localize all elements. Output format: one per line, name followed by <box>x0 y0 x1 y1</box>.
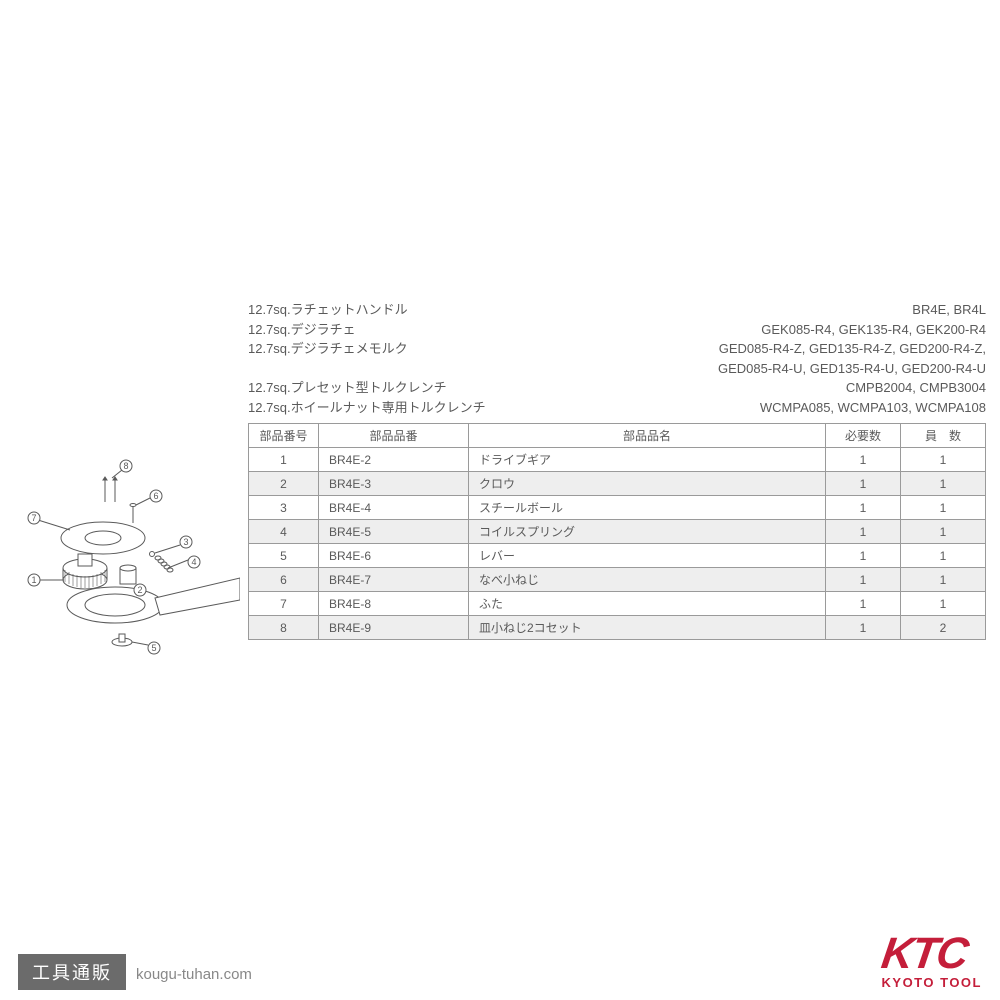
part-number: 3 <box>249 496 319 520</box>
required-qty: 1 <box>826 616 901 640</box>
part-name: なべ小ねじ <box>469 568 826 592</box>
page-footer: 工具通販 kougu-tuhan.com KTC KYOTO TOOL <box>0 930 1000 1000</box>
product-models: GED085-R4-U, GED135-R4-U, GED200-R4-U <box>718 359 986 379</box>
table-row: 1BR4E-2ドライブギア11 <box>249 448 986 472</box>
product-models: CMPB2004, CMPB3004 <box>846 378 986 398</box>
table-row: 4BR4E-5コイルスプリング11 <box>249 520 986 544</box>
table-row: 8BR4E-9皿小ねじ2コセット12 <box>249 616 986 640</box>
svg-text:5: 5 <box>151 643 156 653</box>
product-type-label: 12.7sq.ラチェットハンドル <box>248 300 408 320</box>
required-qty: 1 <box>826 496 901 520</box>
part-number: 7 <box>249 592 319 616</box>
part-code: BR4E-7 <box>319 568 469 592</box>
part-code: BR4E-9 <box>319 616 469 640</box>
product-reference-list: 12.7sq.ラチェットハンドル BR4E, BR4L 12.7sq.デジラチェ G… <box>248 300 986 417</box>
member-qty: 1 <box>901 472 986 496</box>
part-number: 2 <box>249 472 319 496</box>
product-models: GED085-R4-Z, GED135-R4-Z, GED200-R4-Z, <box>719 339 986 359</box>
logo-main-text: KTC <box>879 935 969 972</box>
table-row: 5BR4E-6レバー11 <box>249 544 986 568</box>
member-qty: 1 <box>901 568 986 592</box>
product-type-label: 12.7sq.デジラチェメモルク <box>248 339 408 359</box>
product-type-label: 12.7sq.デジラチェ <box>248 320 356 340</box>
product-models: WCMPA085, WCMPA103, WCMPA108 <box>760 398 986 418</box>
table-row: 6BR4E-7なべ小ねじ11 <box>249 568 986 592</box>
part-name: 皿小ねじ2コセット <box>469 616 826 640</box>
column-header: 員 数 <box>901 424 986 448</box>
member-qty: 1 <box>901 544 986 568</box>
product-models: BR4E, BR4L <box>912 300 986 320</box>
member-qty: 1 <box>901 520 986 544</box>
part-name: ドライブギア <box>469 448 826 472</box>
table-row: 3BR4E-4スチールボール11 <box>249 496 986 520</box>
exploded-view-diagram: 1 2 3 4 5 6 7 8 <box>20 450 240 660</box>
product-type-label: 12.7sq.ホイールナット専用トルクレンチ <box>248 398 486 418</box>
required-qty: 1 <box>826 544 901 568</box>
part-code: BR4E-6 <box>319 544 469 568</box>
member-qty: 1 <box>901 448 986 472</box>
part-code: BR4E-3 <box>319 472 469 496</box>
table-row: 2BR4E-3クロウ11 <box>249 472 986 496</box>
part-name: スチールボール <box>469 496 826 520</box>
required-qty: 1 <box>826 568 901 592</box>
product-type-label: 12.7sq.プレセット型トルクレンチ <box>248 378 447 398</box>
svg-text:1: 1 <box>31 575 36 585</box>
part-code: BR4E-8 <box>319 592 469 616</box>
svg-text:8: 8 <box>123 461 128 471</box>
svg-text:3: 3 <box>183 537 188 547</box>
required-qty: 1 <box>826 472 901 496</box>
site-name-badge: 工具通販 <box>18 954 126 990</box>
member-qty: 1 <box>901 496 986 520</box>
required-qty: 1 <box>826 592 901 616</box>
site-url: kougu-tuhan.com <box>136 966 252 983</box>
svg-text:2: 2 <box>137 585 142 595</box>
part-name: クロウ <box>469 472 826 496</box>
table-row: 7BR4E-8ふた11 <box>249 592 986 616</box>
parts-table: 部品番号 部品品番 部品品名 必要数 員 数 1BR4E-2ドライブギア112B… <box>248 423 986 640</box>
column-header: 必要数 <box>826 424 901 448</box>
part-code: BR4E-2 <box>319 448 469 472</box>
svg-text:6: 6 <box>153 491 158 501</box>
column-header: 部品品名 <box>469 424 826 448</box>
part-name: ふた <box>469 592 826 616</box>
part-name: レバー <box>469 544 826 568</box>
part-number: 6 <box>249 568 319 592</box>
ktc-brand-logo: KTC KYOTO TOOL <box>882 935 982 990</box>
member-qty: 1 <box>901 592 986 616</box>
required-qty: 1 <box>826 520 901 544</box>
product-models: GEK085-R4, GEK135-R4, GEK200-R4 <box>761 320 986 340</box>
part-number: 5 <box>249 544 319 568</box>
svg-text:7: 7 <box>31 513 36 523</box>
part-number: 1 <box>249 448 319 472</box>
part-code: BR4E-4 <box>319 496 469 520</box>
part-code: BR4E-5 <box>319 520 469 544</box>
column-header: 部品番号 <box>249 424 319 448</box>
part-name: コイルスプリング <box>469 520 826 544</box>
table-header-row: 部品番号 部品品番 部品品名 必要数 員 数 <box>249 424 986 448</box>
part-number: 4 <box>249 520 319 544</box>
member-qty: 2 <box>901 616 986 640</box>
required-qty: 1 <box>826 448 901 472</box>
part-number: 8 <box>249 616 319 640</box>
column-header: 部品品番 <box>319 424 469 448</box>
svg-text:4: 4 <box>191 557 196 567</box>
